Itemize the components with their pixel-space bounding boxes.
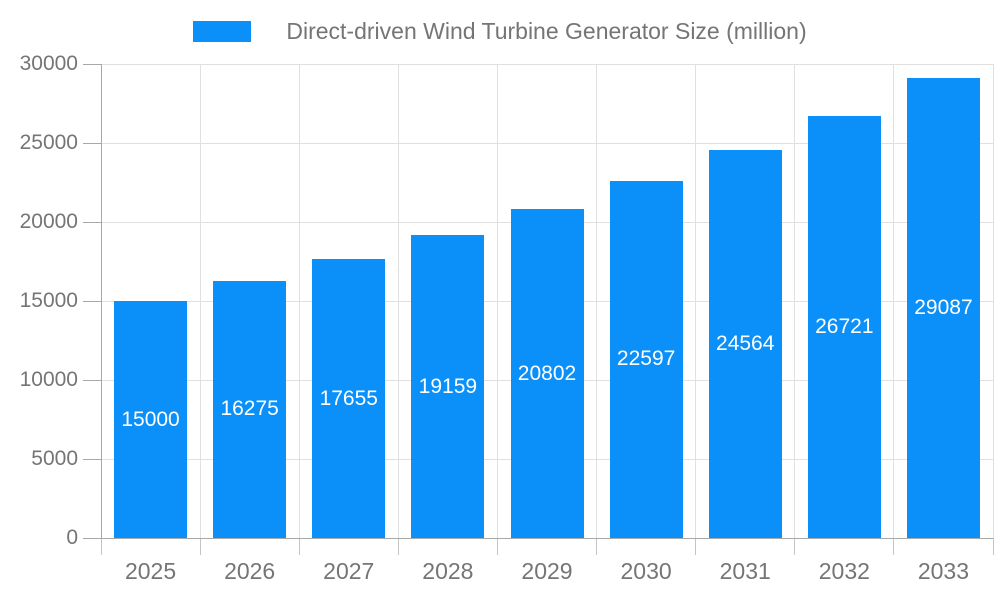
y-axis-tick (83, 221, 101, 223)
bar-value-label: 15000 (121, 407, 180, 431)
gridline-vertical (893, 64, 895, 538)
bar-value-label: 16275 (220, 397, 279, 421)
bar-value-label: 29087 (914, 296, 973, 320)
legend-label: Direct-driven Wind Turbine Generator Siz… (286, 18, 807, 44)
x-axis-label: 2030 (620, 558, 672, 584)
bar-value-label: 24564 (716, 331, 775, 355)
x-axis-tick (695, 538, 697, 555)
x-axis-label: 2028 (422, 558, 474, 584)
y-axis-tick (83, 458, 101, 460)
gridline-vertical (496, 64, 498, 538)
gridline-vertical (397, 64, 399, 538)
x-axis-tick (397, 538, 399, 555)
bar-2029[interactable]: 20802 (510, 209, 584, 538)
x-axis-tick (893, 538, 895, 555)
bar-value-label: 20802 (517, 361, 577, 385)
legend-item[interactable]: Direct-driven Wind Turbine Generator Siz… (193, 18, 807, 45)
bar-2032[interactable]: 26721 (807, 115, 881, 538)
x-axis-label: 2031 (719, 558, 771, 584)
x-axis-tick (298, 538, 300, 555)
y-axis-label: 30000 (19, 52, 78, 75)
bar-value-label: 26721 (815, 314, 874, 338)
y-axis-label: 5000 (31, 447, 78, 470)
bar-2028[interactable]: 19159 (411, 235, 485, 538)
y-axis-tick (83, 300, 101, 302)
gridline-vertical (199, 64, 201, 538)
x-axis-label: 2032 (818, 558, 870, 584)
y-axis-label: 20000 (19, 210, 78, 233)
gridline-vertical (992, 64, 994, 538)
bar-2026[interactable]: 16275 (213, 280, 287, 538)
bar-2033[interactable]: 29087 (906, 78, 980, 538)
gridline-vertical (794, 64, 796, 538)
y-axis-tick (83, 537, 101, 539)
legend-swatch (193, 21, 252, 42)
y-axis-label: 15000 (19, 289, 78, 312)
bar-2025[interactable]: 15000 (114, 301, 188, 538)
bar-value-label: 22597 (616, 347, 676, 371)
x-axis-tick (992, 538, 994, 555)
y-axis-tick (83, 63, 101, 65)
bar-2027[interactable]: 17655 (312, 259, 386, 538)
y-axis-label: 10000 (19, 368, 78, 391)
y-axis-tick (83, 379, 101, 381)
x-axis-tick (100, 538, 102, 555)
x-axis-line (101, 538, 993, 539)
x-axis-tick (199, 538, 201, 555)
y-axis-label: 0 (66, 526, 78, 549)
gridline-horizontal (101, 63, 993, 65)
gridline-vertical (298, 64, 300, 538)
x-axis-tick (496, 538, 498, 555)
y-axis-line (101, 64, 102, 539)
bar-value-label: 19159 (418, 374, 478, 398)
x-axis-label: 2033 (917, 558, 970, 584)
gridline-vertical (596, 64, 598, 538)
gridline-horizontal (101, 142, 993, 144)
x-axis-label: 2025 (124, 558, 177, 584)
x-axis-tick (596, 538, 598, 555)
bar-2031[interactable]: 24564 (708, 149, 782, 538)
x-axis-label: 2026 (224, 558, 276, 584)
x-axis-label: 2029 (521, 558, 573, 584)
legend: Direct-driven Wind Turbine Generator Siz… (0, 18, 1000, 45)
y-axis-tick (83, 142, 101, 144)
y-axis-label: 25000 (19, 131, 78, 154)
x-axis-tick (794, 538, 796, 555)
bar-2030[interactable]: 22597 (609, 180, 683, 538)
gridline-vertical (695, 64, 697, 538)
bar-value-label: 17655 (319, 386, 378, 410)
x-axis-label: 2027 (323, 558, 375, 584)
